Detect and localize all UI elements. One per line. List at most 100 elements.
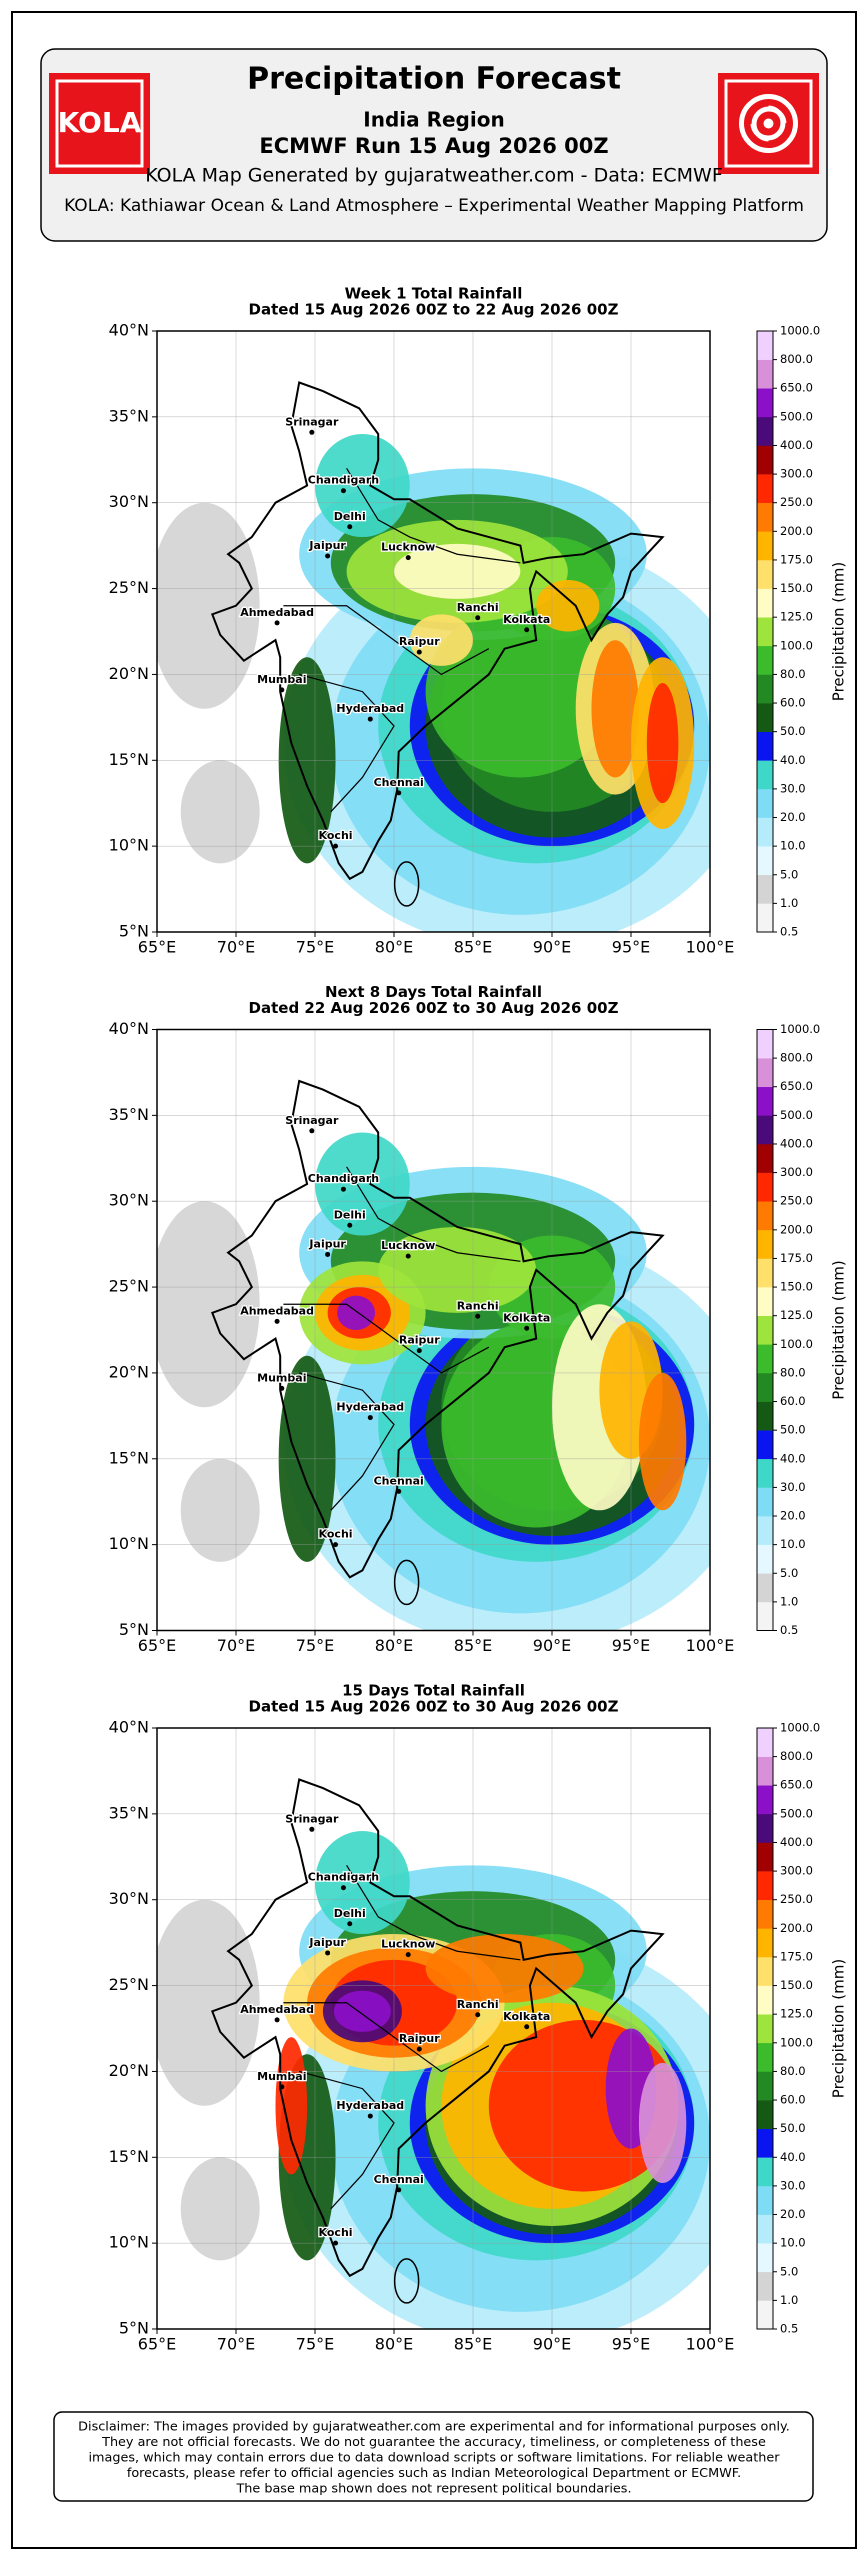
sri-lanka <box>393 1559 420 1606</box>
city-label: Ranchi <box>457 1998 499 2011</box>
disclaimer-line: The base map shown does not represent po… <box>235 2482 631 2497</box>
city-label: Ahmedabad <box>240 606 314 619</box>
x-tick-label: 80°E <box>375 938 413 957</box>
colorbar-bin <box>757 1344 773 1374</box>
logo-left-border <box>55 79 144 168</box>
colorbar-bin <box>757 1172 773 1202</box>
india-outline <box>211 1778 665 2278</box>
rain-area <box>315 1132 410 1236</box>
y-tick-label: 25°N <box>109 578 149 597</box>
colorbar-tick-label: 60.0 <box>780 696 806 710</box>
city-label: Ahmedabad <box>240 2003 314 2016</box>
y-tick-label: 35°N <box>109 1803 149 1822</box>
colorbar-bin <box>757 1372 773 1402</box>
y-tick-label: 30°N <box>109 1889 149 1908</box>
x-tick-label: 100°E <box>686 938 735 957</box>
city-dot <box>347 524 353 530</box>
colorbar-tick-label: 800.0 <box>780 1051 813 1065</box>
rain-area <box>315 434 410 538</box>
city-label: Srinagar <box>285 415 339 428</box>
city-label: Chennai <box>374 2173 424 2186</box>
city-label: Srinagar <box>285 1812 339 1825</box>
logo-left <box>49 73 150 174</box>
colorbar-tick-label: 800.0 <box>780 1749 813 1763</box>
city-label: Kochi <box>319 1528 353 1541</box>
sri-lanka <box>393 861 420 907</box>
disclaimer: Disclaimer: The images provided by gujar… <box>53 2411 814 2502</box>
city-dot <box>367 716 373 722</box>
colorbar-tick-label: 100.0 <box>780 1337 813 1351</box>
colorbar-bin <box>757 846 773 876</box>
colorbar-tick-label: 300.0 <box>780 467 813 481</box>
y-tick-label: 20°N <box>109 664 149 683</box>
city-label: Jaipur <box>308 1936 346 1949</box>
colorbar-tick-label: 5.0 <box>780 2264 798 2278</box>
colorbar-bin <box>757 760 773 790</box>
city-label: Lucknow <box>381 541 435 554</box>
colorbar-bin <box>757 1458 773 1488</box>
colorbar-bin <box>757 1601 773 1631</box>
city-dot <box>325 1251 331 1257</box>
colorbar-bin <box>757 359 773 389</box>
city-label: Kochi <box>319 829 353 842</box>
logo-right <box>718 73 819 174</box>
city-dot <box>347 1921 353 1927</box>
x-tick-label: 85°E <box>454 2335 492 2354</box>
map-field <box>157 1728 710 2329</box>
colorbar-tick-label: 150.0 <box>780 1978 813 1992</box>
panel-title: 15 Days Total Rainfall <box>342 1682 525 1700</box>
x-tick-label: 80°E <box>375 1636 413 1655</box>
disclaimer-line: images, which may contain errors due to … <box>89 2451 781 2466</box>
colorbar-tick-label: 60.0 <box>780 1394 806 1408</box>
city-dot <box>333 2240 339 2246</box>
x-tick-label: 90°E <box>533 938 571 957</box>
colorbar-bin <box>757 1871 773 1901</box>
colorbar-bin <box>757 1544 773 1574</box>
x-tick-label: 90°E <box>533 2335 571 2354</box>
city-dot <box>396 1488 402 1494</box>
colorbar-tick-label: 80.0 <box>780 667 806 681</box>
city-dot <box>274 1318 280 1324</box>
x-tick-label: 65°E <box>138 1636 176 1655</box>
colorbar-tick-label: 20.0 <box>780 810 806 824</box>
colorbar-bin <box>757 2100 773 2129</box>
city-dot <box>325 553 331 559</box>
city-label: Delhi <box>334 1208 366 1221</box>
x-tick-label: 65°E <box>138 2335 176 2354</box>
city-dot <box>333 843 339 849</box>
city-label: Chennai <box>374 1474 424 1487</box>
colorbar-bin <box>757 1985 773 2015</box>
colorbar-tick-label: 1000.0 <box>780 324 820 338</box>
colorbar-tick-label: 800.0 <box>780 352 813 366</box>
colorbar-bin <box>757 1315 773 1345</box>
city-dot <box>524 2024 530 2030</box>
colorbar-tick-label: 10.0 <box>780 839 806 853</box>
rain-area <box>157 502 260 709</box>
city-dot <box>405 555 411 561</box>
colorbar-bin <box>757 788 773 818</box>
city-label: Kolkata <box>503 1311 550 1324</box>
city-dot <box>524 1325 530 1331</box>
y-tick-label: 10°N <box>109 2233 149 2252</box>
colorbar-bin <box>757 2214 773 2244</box>
colorbar-bin <box>757 645 773 675</box>
map-field <box>157 331 710 932</box>
colorbar-tick-label: 30.0 <box>780 2178 806 2192</box>
header-platform: KOLA: Kathiawar Ocean & Land Atmosphere … <box>64 196 804 216</box>
y-tick-label: 10°N <box>109 836 149 855</box>
city-dot <box>340 488 346 494</box>
y-tick-label: 5°N <box>119 922 149 941</box>
x-tick-label: 70°E <box>217 2335 255 2354</box>
colorbar-tick-label: 0.5 <box>780 2322 798 2336</box>
colorbar-bin <box>757 474 773 504</box>
colorbar-bin <box>757 617 773 647</box>
city-label: Lucknow <box>381 1239 435 1252</box>
colorbar-tick-label: 125.0 <box>780 610 813 624</box>
city-dot <box>279 687 285 693</box>
colorbar-tick-label: 5.0 <box>780 1566 798 1580</box>
colorbar-bin <box>757 588 773 618</box>
colorbar-tick-label: 80.0 <box>780 1365 806 1379</box>
